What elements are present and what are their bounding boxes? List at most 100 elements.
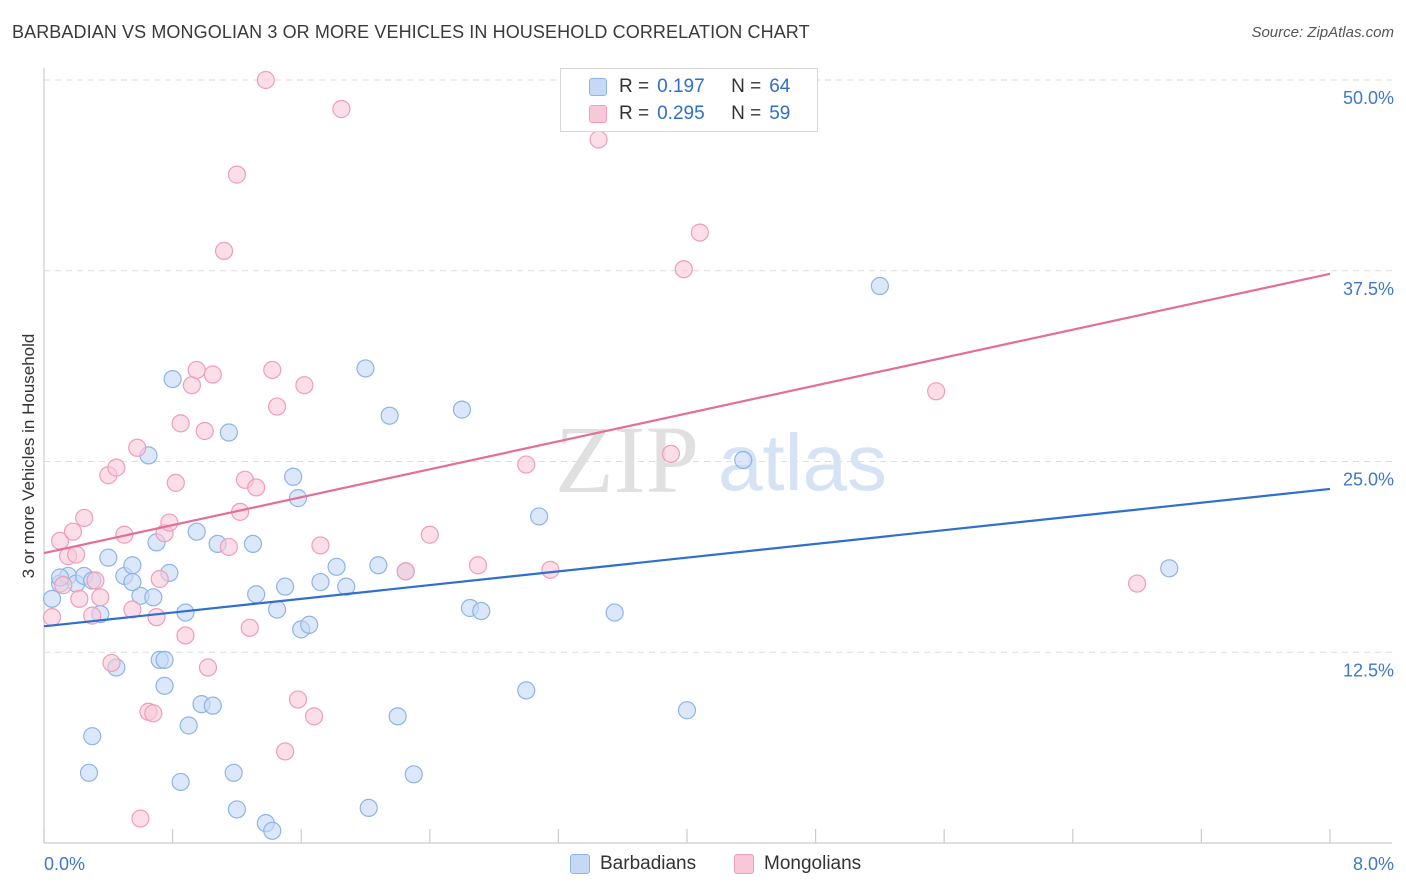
point-barbadians xyxy=(311,572,330,592)
point-mongolians xyxy=(86,571,105,590)
trend-line-mongolians xyxy=(43,272,1331,555)
point-mongolians xyxy=(128,438,147,457)
point-mongolians xyxy=(131,809,150,828)
point-mongolians xyxy=(102,653,121,673)
point-barbadians xyxy=(219,423,238,442)
legend-n-value: 59 xyxy=(769,103,791,124)
point-mongolians xyxy=(267,397,287,416)
point-mongolians xyxy=(203,365,222,384)
point-barbadians xyxy=(530,507,549,526)
point-barbadians xyxy=(203,696,222,715)
point-mongolians xyxy=(147,608,166,627)
axis-labels: 12.5% 25.0% 37.5% 50.0% 0.0% 8.0% 3 or more Ve… xyxy=(19,88,1394,874)
point-barbadians xyxy=(605,603,624,622)
point-barbadians xyxy=(144,588,163,607)
point-barbadians xyxy=(243,534,263,554)
axes xyxy=(43,68,1392,844)
point-mongolians xyxy=(332,99,351,119)
point-mongolians xyxy=(182,376,201,395)
point-mongolians xyxy=(311,536,330,555)
y-axis-title: 3 or more Vehicles in Household xyxy=(19,334,38,579)
correlation-legend: R = 0.197 N = 64 R = 0.295 N = 59 xyxy=(560,68,818,132)
point-barbadians xyxy=(83,727,102,746)
point-mongolians xyxy=(75,508,94,528)
point-barbadians xyxy=(300,615,319,634)
point-barbadians xyxy=(734,450,753,470)
legend-r-value: 0.295 xyxy=(657,103,705,124)
point-mongolians xyxy=(468,556,488,575)
point-barbadians xyxy=(517,681,536,700)
point-barbadians xyxy=(388,707,407,726)
chart-source: Source: ZipAtlas.com xyxy=(1251,24,1394,41)
point-mongolians xyxy=(91,588,110,607)
point-barbadians xyxy=(276,577,295,596)
legend-n-label: N = xyxy=(731,103,762,124)
point-barbadians xyxy=(356,359,375,378)
legend-r-label: R = xyxy=(619,76,650,97)
bottom-legend-label: Mongolians xyxy=(764,853,862,874)
point-mongolians xyxy=(166,473,185,492)
point-barbadians xyxy=(369,556,388,575)
point-barbadians xyxy=(263,821,282,840)
point-mongolians xyxy=(176,626,195,645)
point-mongolians xyxy=(1127,574,1147,593)
point-mongolians xyxy=(214,241,234,261)
data-points xyxy=(42,70,1179,840)
point-mongolians xyxy=(123,600,142,619)
point-mongolians xyxy=(256,70,275,90)
point-mongolians xyxy=(198,658,218,677)
watermark: ZIP atlas xyxy=(555,406,887,513)
point-mongolians xyxy=(690,223,709,242)
point-mongolians xyxy=(219,537,238,557)
point-mongolians xyxy=(107,458,126,477)
point-mongolians xyxy=(927,382,946,401)
legend-r-value: 0.197 xyxy=(657,76,705,97)
point-barbadians xyxy=(179,716,198,735)
legend-n-label: N = xyxy=(731,76,762,97)
point-mongolians xyxy=(67,545,86,564)
point-barbadians xyxy=(187,522,206,541)
point-barbadians xyxy=(79,763,99,782)
chart-title: BARBADIAN VS MONGOLIAN 3 OR MORE VEHICLE… xyxy=(12,22,810,42)
point-barbadians xyxy=(452,400,472,419)
point-barbadians xyxy=(247,585,266,604)
point-mongolians xyxy=(517,455,536,474)
point-barbadians xyxy=(380,406,399,425)
point-mongolians xyxy=(247,478,266,497)
y-tick-label: 37.5% xyxy=(1343,279,1394,299)
point-barbadians xyxy=(359,798,378,818)
point-mongolians xyxy=(150,569,169,589)
bottom-legend-mongolians: Mongolians xyxy=(734,850,861,878)
point-mongolians xyxy=(54,576,73,595)
point-mongolians xyxy=(227,165,246,184)
y-tick-label: 25.0% xyxy=(1343,470,1394,490)
trend-line-barbadians xyxy=(43,487,1331,628)
point-mongolians xyxy=(674,260,693,279)
bottom-legend-swatch-mongolians xyxy=(734,854,754,874)
point-barbadians xyxy=(99,548,118,567)
legend-n-value: 64 xyxy=(769,76,791,97)
point-mongolians xyxy=(187,360,206,380)
point-barbadians xyxy=(155,676,174,695)
point-mongolians xyxy=(304,707,324,726)
point-mongolians xyxy=(195,421,214,441)
x-tick-label: 8.0% xyxy=(1353,854,1394,874)
point-barbadians xyxy=(123,556,142,575)
point-barbadians xyxy=(224,763,243,782)
bottom-legend-barbadians: Barbadians xyxy=(570,850,696,878)
point-barbadians xyxy=(404,765,423,784)
point-barbadians xyxy=(163,369,182,389)
point-barbadians xyxy=(267,600,287,619)
point-barbadians xyxy=(870,276,890,296)
bottom-legend-swatch-barbadians xyxy=(570,854,590,874)
legend-swatch-barbadians xyxy=(589,78,607,96)
legend-swatch-mongolians xyxy=(589,105,607,123)
point-mongolians xyxy=(541,560,560,579)
x-tick-label: 0.0% xyxy=(44,854,85,874)
point-mongolians xyxy=(171,414,190,433)
point-barbadians xyxy=(171,772,190,792)
point-mongolians xyxy=(70,589,89,608)
point-mongolians xyxy=(420,525,439,544)
point-barbadians xyxy=(42,589,62,608)
